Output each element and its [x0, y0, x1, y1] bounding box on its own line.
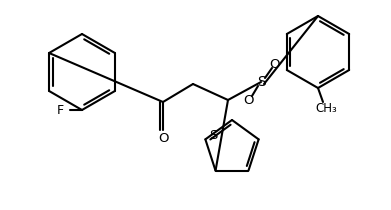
Text: S: S [256, 75, 265, 89]
Text: CH₃: CH₃ [315, 101, 337, 114]
Text: F: F [56, 104, 64, 117]
Text: O: O [270, 58, 280, 71]
Text: O: O [158, 133, 168, 146]
Text: S: S [209, 129, 217, 142]
Text: O: O [244, 93, 254, 106]
